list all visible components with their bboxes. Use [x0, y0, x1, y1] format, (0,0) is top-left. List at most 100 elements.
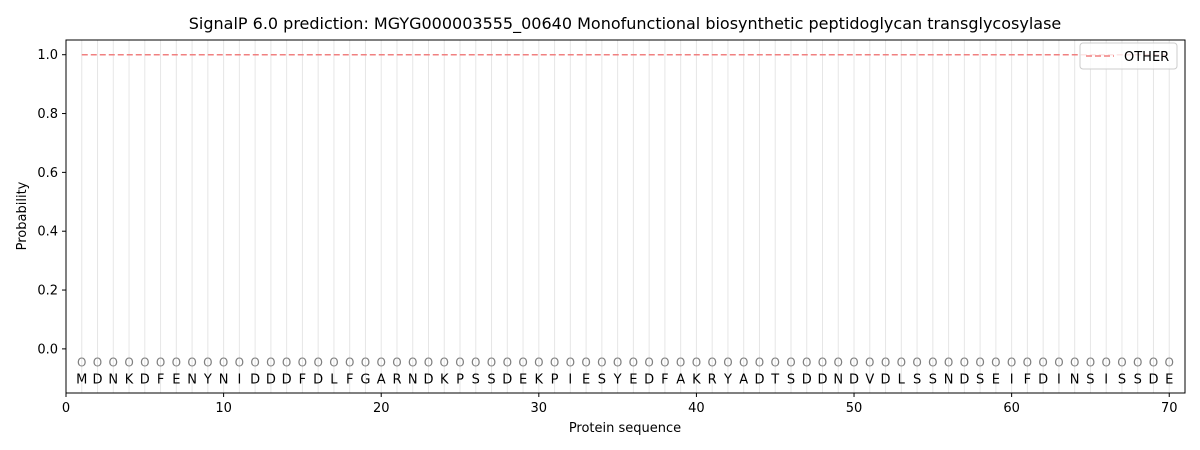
- region-marker: O: [392, 356, 401, 370]
- x-axis-label: Protein sequence: [569, 421, 681, 436]
- residue-label: D: [423, 372, 433, 387]
- region-marker: O: [156, 356, 165, 370]
- residue-label: A: [676, 372, 685, 387]
- region-marker: O: [802, 356, 811, 370]
- residue-label: L: [898, 372, 906, 387]
- region-marker: O: [109, 356, 118, 370]
- residue-label: A: [377, 372, 386, 387]
- legend-box: [1079, 42, 1178, 70]
- region-marker: O: [581, 356, 590, 370]
- region-marker: O: [644, 356, 653, 370]
- region-marker: O: [1133, 356, 1142, 370]
- region-marker: O: [376, 356, 385, 370]
- region-marker: O: [203, 356, 212, 370]
- residue-label: R: [392, 372, 401, 387]
- residue-label: D: [959, 372, 969, 387]
- region-marker: O: [975, 356, 984, 370]
- residue-label: S: [472, 372, 480, 387]
- residue-label: P: [456, 372, 464, 387]
- y-tick-label: 0.4: [37, 225, 58, 240]
- residue-label: F: [1024, 372, 1031, 387]
- residue-label: N: [187, 372, 197, 387]
- x-tick-label: 10: [215, 401, 232, 416]
- residue-label: D: [849, 372, 859, 387]
- region-marker: O: [1038, 356, 1047, 370]
- region-marker: O: [534, 356, 543, 370]
- residue-label: D: [1038, 372, 1048, 387]
- residue-label: E: [992, 372, 1000, 387]
- residue-label: A: [739, 372, 748, 387]
- residue-label: S: [598, 372, 606, 387]
- x-tick-label: 20: [373, 401, 390, 416]
- region-marker: O: [597, 356, 606, 370]
- region-marker: O: [944, 356, 953, 370]
- region-marker: O: [424, 356, 433, 370]
- residue-label: D: [802, 372, 812, 387]
- x-tick-label: 70: [1161, 401, 1178, 416]
- region-marker: O: [881, 356, 890, 370]
- residue-label: G: [360, 372, 370, 387]
- residue-label: I: [237, 372, 241, 387]
- residue-label: I: [1057, 372, 1061, 387]
- region-marker: O: [219, 356, 228, 370]
- residue-label: E: [1165, 372, 1173, 387]
- residue-label: Y: [723, 372, 732, 387]
- region-marker: O: [1023, 356, 1032, 370]
- residue-label: D: [250, 372, 260, 387]
- region-marker: O: [345, 356, 354, 370]
- y-tick-label: 0.2: [37, 284, 58, 299]
- x-tick-label: 0: [62, 401, 70, 416]
- residue-label: Y: [613, 372, 622, 387]
- residue-label: D: [282, 372, 292, 387]
- residue-label: S: [487, 372, 495, 387]
- region-marker: O: [282, 356, 291, 370]
- y-axis-label: Probability: [15, 181, 30, 250]
- residue-label: D: [754, 372, 764, 387]
- region-marker: O: [1165, 356, 1174, 370]
- region-marker: O: [361, 356, 370, 370]
- region-marker: O: [660, 356, 669, 370]
- residue-label: S: [976, 372, 984, 387]
- region-marker: O: [329, 356, 338, 370]
- region-marker: O: [707, 356, 716, 370]
- region-marker: O: [786, 356, 795, 370]
- region-marker: O: [1054, 356, 1063, 370]
- residue-label: N: [944, 372, 954, 387]
- region-marker: O: [187, 356, 196, 370]
- region-marker: O: [770, 356, 779, 370]
- region-marker: O: [723, 356, 732, 370]
- region-marker: O: [518, 356, 527, 370]
- region-marker: O: [834, 356, 843, 370]
- x-tick-label: 50: [846, 401, 863, 416]
- residue-label: D: [1148, 372, 1158, 387]
- region-marker: O: [250, 356, 259, 370]
- plot-frame: [65, 39, 1186, 394]
- region-marker: O: [124, 356, 133, 370]
- legend-label-other: OTHER: [1124, 50, 1169, 65]
- residue-label: D: [313, 372, 323, 387]
- residue-grid: [81, 40, 1170, 393]
- residue-label: K: [535, 372, 544, 387]
- residue-label: S: [1086, 372, 1094, 387]
- region-marker: O: [613, 356, 622, 370]
- region-marker: O: [912, 356, 921, 370]
- residue-label: N: [108, 372, 118, 387]
- x-tick-label: 60: [1003, 401, 1020, 416]
- residue-label: S: [1118, 372, 1126, 387]
- residue-label: I: [1010, 372, 1014, 387]
- residue-label: E: [582, 372, 590, 387]
- residue-label: I: [1104, 372, 1108, 387]
- y-tick-label: 1.0: [37, 48, 58, 63]
- residue-label: F: [661, 372, 668, 387]
- residue-label: S: [787, 372, 795, 387]
- region-marker: O: [849, 356, 858, 370]
- y-tick-label: 0.6: [37, 166, 58, 181]
- residue-label: N: [219, 372, 229, 387]
- region-marker: O: [298, 356, 307, 370]
- region-marker: O: [960, 356, 969, 370]
- region-marker: O: [1070, 356, 1079, 370]
- region-marker: O: [266, 356, 275, 370]
- region-marker: O: [1101, 356, 1110, 370]
- residue-label: E: [519, 372, 527, 387]
